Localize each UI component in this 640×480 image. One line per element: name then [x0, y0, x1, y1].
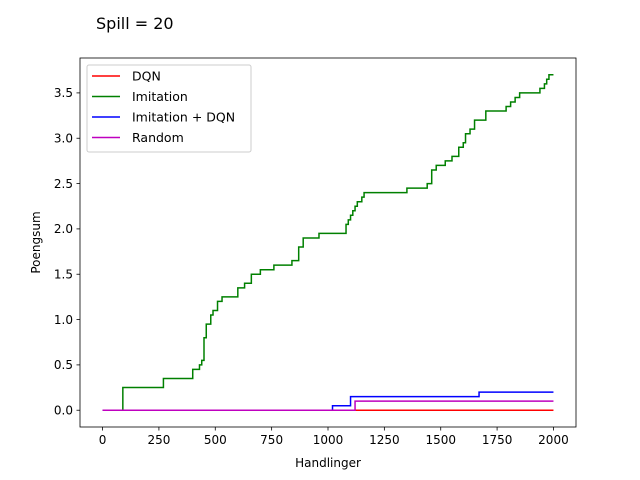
y-tick-label: 1.0	[54, 313, 73, 327]
x-tick-label: 0	[99, 433, 107, 447]
legend-label-imitation-dqn: Imitation + DQN	[132, 110, 235, 125]
legend-frame	[86, 64, 252, 153]
series-line-random	[102, 400, 554, 411]
y-tick-label: 0.5	[54, 358, 73, 372]
x-tick-label: 250	[147, 433, 170, 447]
y-tick-label: 2.5	[54, 177, 73, 191]
legend: DQN Imitation Imitation + DQN Random	[86, 64, 252, 153]
x-axis-label: Handlinger	[295, 456, 361, 470]
x-tick-label: 750	[260, 433, 283, 447]
x-axis: 0 250 500 750 1000 1250 1500 1750 2000	[99, 427, 569, 447]
y-tick-label: 3.0	[54, 132, 73, 146]
y-axis: 0.0 0.5 1.0 1.5 2.0 2.5 3.0 3.5	[54, 86, 80, 418]
legend-label-random: Random	[132, 130, 184, 145]
series-line-imitation-dqn	[102, 391, 554, 411]
legend-label-imitation: Imitation	[132, 89, 188, 104]
series-line-imitation	[102, 74, 554, 411]
y-tick-label: 1.5	[54, 268, 73, 282]
y-tick-label: 2.0	[54, 222, 73, 236]
x-tick-label: 1250	[369, 433, 400, 447]
x-tick-label: 500	[204, 433, 227, 447]
legend-label-dqn: DQN	[132, 69, 161, 84]
chart-title: Spill = 20	[96, 14, 174, 33]
x-tick-label: 2000	[538, 433, 569, 447]
x-tick-label: 1750	[482, 433, 513, 447]
y-axis-label: Poengsum	[29, 211, 43, 273]
x-tick-label: 1000	[313, 433, 344, 447]
y-tick-label: 3.5	[54, 86, 73, 100]
series-layer	[102, 74, 554, 411]
x-tick-label: 1500	[425, 433, 456, 447]
y-tick-label: 0.0	[54, 404, 73, 418]
